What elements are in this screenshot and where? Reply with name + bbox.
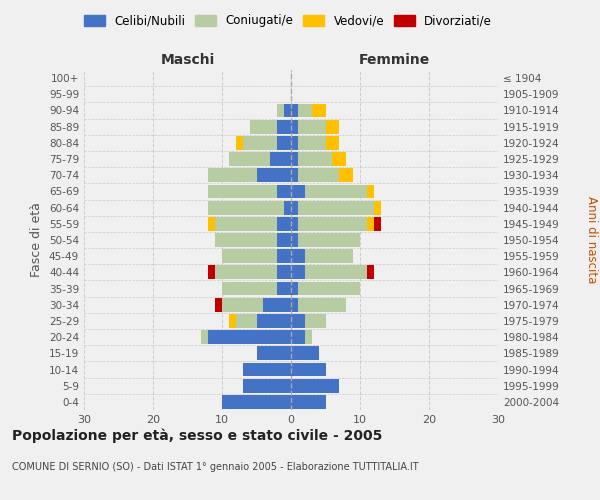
Bar [222, 395, 291, 409]
Bar [298, 233, 360, 247]
Bar [312, 104, 325, 118]
Bar [291, 362, 325, 376]
Bar [291, 104, 298, 118]
Bar [208, 200, 284, 214]
Bar [277, 250, 291, 263]
Bar [277, 104, 284, 118]
Bar [277, 136, 291, 149]
Bar [208, 217, 215, 230]
Bar [367, 217, 374, 230]
Bar [215, 298, 222, 312]
Bar [291, 379, 340, 392]
Bar [291, 314, 305, 328]
Bar [257, 168, 291, 182]
Bar [250, 120, 277, 134]
Bar [257, 314, 291, 328]
Bar [242, 379, 291, 392]
Bar [215, 217, 277, 230]
Bar [277, 184, 291, 198]
Bar [305, 184, 367, 198]
Bar [208, 184, 277, 198]
Bar [374, 217, 381, 230]
Bar [291, 152, 298, 166]
Bar [291, 250, 305, 263]
Bar [222, 282, 277, 296]
Text: Popolazione per età, sesso e stato civile - 2005: Popolazione per età, sesso e stato civil… [12, 428, 382, 443]
Bar [291, 346, 319, 360]
Bar [291, 395, 325, 409]
Bar [208, 168, 257, 182]
Bar [242, 136, 277, 149]
Bar [291, 233, 298, 247]
Bar [305, 266, 367, 280]
Bar [298, 168, 340, 182]
Bar [236, 136, 242, 149]
Bar [291, 168, 298, 182]
Bar [208, 266, 215, 280]
Bar [222, 250, 277, 263]
Y-axis label: Fasce di età: Fasce di età [31, 202, 43, 278]
Bar [332, 152, 346, 166]
Bar [215, 233, 277, 247]
Bar [291, 266, 305, 280]
Bar [291, 298, 298, 312]
Bar [277, 233, 291, 247]
Bar [229, 314, 236, 328]
Bar [325, 120, 340, 134]
Bar [277, 217, 291, 230]
Text: COMUNE DI SERNIO (SO) - Dati ISTAT 1° gennaio 2005 - Elaborazione TUTTITALIA.IT: COMUNE DI SERNIO (SO) - Dati ISTAT 1° ge… [12, 462, 419, 472]
Bar [298, 136, 325, 149]
Bar [305, 250, 353, 263]
Bar [298, 282, 360, 296]
Bar [236, 314, 257, 328]
Bar [284, 104, 291, 118]
Bar [291, 330, 305, 344]
Bar [291, 136, 298, 149]
Text: Femmine: Femmine [359, 53, 430, 67]
Bar [208, 330, 291, 344]
Bar [340, 168, 353, 182]
Bar [305, 330, 312, 344]
Bar [298, 152, 332, 166]
Bar [284, 200, 291, 214]
Bar [277, 120, 291, 134]
Bar [291, 184, 305, 198]
Bar [298, 200, 374, 214]
Bar [298, 120, 325, 134]
Bar [291, 120, 298, 134]
Bar [291, 217, 298, 230]
Bar [291, 282, 298, 296]
Bar [367, 184, 374, 198]
Bar [202, 330, 208, 344]
Bar [374, 200, 381, 214]
Bar [367, 266, 374, 280]
Bar [263, 298, 291, 312]
Bar [298, 217, 367, 230]
Bar [298, 104, 312, 118]
Text: Anni di nascita: Anni di nascita [584, 196, 598, 284]
Bar [277, 282, 291, 296]
Legend: Celibi/Nubili, Coniugati/e, Vedovi/e, Divorziati/e: Celibi/Nubili, Coniugati/e, Vedovi/e, Di… [80, 11, 496, 31]
Bar [305, 314, 325, 328]
Bar [291, 200, 298, 214]
Text: Maschi: Maschi [160, 53, 215, 67]
Bar [242, 362, 291, 376]
Bar [271, 152, 291, 166]
Bar [257, 346, 291, 360]
Bar [325, 136, 340, 149]
Bar [222, 298, 263, 312]
Bar [298, 298, 346, 312]
Bar [277, 266, 291, 280]
Bar [229, 152, 271, 166]
Bar [215, 266, 277, 280]
